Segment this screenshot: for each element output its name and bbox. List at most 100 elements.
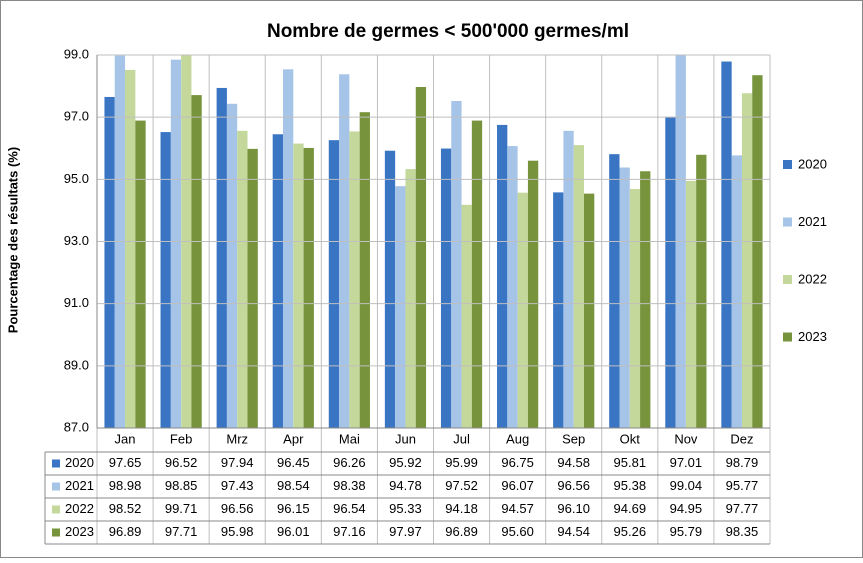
bar xyxy=(395,186,406,428)
table-series-name: 2023 xyxy=(65,524,94,539)
x-tick-label: Mai xyxy=(339,431,360,446)
bar xyxy=(629,188,641,428)
table-value: 96.56 xyxy=(221,501,254,516)
x-tick-label: Jan xyxy=(115,431,136,446)
table-value: 95.33 xyxy=(389,501,422,516)
y-tick-label: 99.0 xyxy=(64,46,89,61)
table-value: 94.95 xyxy=(670,501,703,516)
bar xyxy=(461,204,472,428)
x-tick-label: Nov xyxy=(674,431,698,446)
bar xyxy=(563,130,574,428)
table-value: 94.69 xyxy=(614,501,647,516)
bar xyxy=(135,120,146,428)
table-legend-key xyxy=(52,459,60,468)
bar xyxy=(440,148,452,428)
bar xyxy=(721,61,732,428)
table-value: 96.15 xyxy=(277,501,310,516)
bar xyxy=(573,145,585,428)
table-value: 97.16 xyxy=(333,524,366,539)
table-value: 97.77 xyxy=(726,501,759,516)
table-value: 96.89 xyxy=(445,524,478,539)
bar xyxy=(584,193,595,428)
legend-key xyxy=(783,217,792,227)
bar xyxy=(170,59,182,428)
legend-label: 2023 xyxy=(798,329,827,344)
legend-label: 2020 xyxy=(798,156,827,171)
chart-title: Nombre de germes < 500'000 germes/ml xyxy=(267,21,629,42)
bar xyxy=(415,87,427,428)
table-value: 95.60 xyxy=(501,524,534,539)
table-value: 95.38 xyxy=(614,478,647,493)
table-value: 95.77 xyxy=(726,478,759,493)
x-tick-label: Okt xyxy=(620,431,641,446)
y-tick-label: 91.0 xyxy=(64,295,89,310)
table-value: 98.38 xyxy=(333,478,366,493)
x-tick-label: Sep xyxy=(562,431,585,446)
table-value: 96.56 xyxy=(557,478,590,493)
table-series-name: 2020 xyxy=(65,455,94,470)
x-tick-label: Jul xyxy=(453,431,470,446)
x-tick-label: Apr xyxy=(283,431,304,446)
table-value: 98.79 xyxy=(726,455,759,470)
table-series-name: 2021 xyxy=(65,478,94,493)
table-value: 97.01 xyxy=(670,455,703,470)
bar xyxy=(216,87,227,428)
table-value: 97.52 xyxy=(445,478,478,493)
bar xyxy=(696,154,707,428)
bar xyxy=(237,130,248,428)
bar xyxy=(471,120,483,428)
bar xyxy=(527,160,539,428)
table-value: 96.10 xyxy=(557,501,590,516)
table-value: 95.99 xyxy=(445,455,478,470)
table-value: 97.71 xyxy=(165,524,198,539)
legend-label: 2021 xyxy=(798,214,827,229)
table-value: 96.26 xyxy=(333,455,366,470)
bar xyxy=(451,101,462,428)
bar xyxy=(226,103,238,428)
y-axis-title: Pourcentage des résultats (%) xyxy=(5,147,20,333)
y-tick-label: 95.0 xyxy=(64,171,89,186)
table-value: 96.01 xyxy=(277,524,310,539)
table-value: 97.65 xyxy=(109,455,142,470)
y-tick-label: 89.0 xyxy=(64,357,89,372)
x-tick-label: Mrz xyxy=(226,431,248,446)
table-value: 96.52 xyxy=(165,455,198,470)
legend-label: 2022 xyxy=(798,271,827,286)
table-value: 98.98 xyxy=(109,478,142,493)
bar xyxy=(507,146,518,428)
table-value: 98.52 xyxy=(109,501,142,516)
legend-key xyxy=(783,332,792,342)
bar xyxy=(675,55,686,428)
table-value: 97.97 xyxy=(389,524,422,539)
table-value: 99.04 xyxy=(670,478,703,493)
y-tick-label: 87.0 xyxy=(64,419,89,434)
table-value: 94.57 xyxy=(501,501,534,516)
bar xyxy=(553,192,564,428)
table-value: 96.45 xyxy=(277,455,310,470)
bar xyxy=(160,132,171,428)
table-legend-key xyxy=(52,528,60,537)
table-value: 95.79 xyxy=(670,524,703,539)
bar xyxy=(640,171,651,428)
legend-key xyxy=(783,275,792,284)
bar xyxy=(104,96,115,428)
bar xyxy=(282,69,294,428)
bar xyxy=(497,124,508,428)
table-value: 97.94 xyxy=(221,455,254,470)
bar xyxy=(665,116,676,428)
table-legend-key xyxy=(52,505,60,514)
bar xyxy=(405,169,416,428)
bar xyxy=(247,148,258,428)
bar xyxy=(517,192,528,428)
table-value: 94.58 xyxy=(557,455,590,470)
table-value: 95.81 xyxy=(614,455,647,470)
bar xyxy=(752,75,763,428)
x-tick-label: Feb xyxy=(170,431,192,446)
bar xyxy=(349,131,360,428)
table-value: 98.85 xyxy=(165,478,198,493)
bar xyxy=(359,112,370,428)
table-value: 96.54 xyxy=(333,501,366,516)
bar xyxy=(125,69,136,428)
table-value: 94.18 xyxy=(445,501,478,516)
